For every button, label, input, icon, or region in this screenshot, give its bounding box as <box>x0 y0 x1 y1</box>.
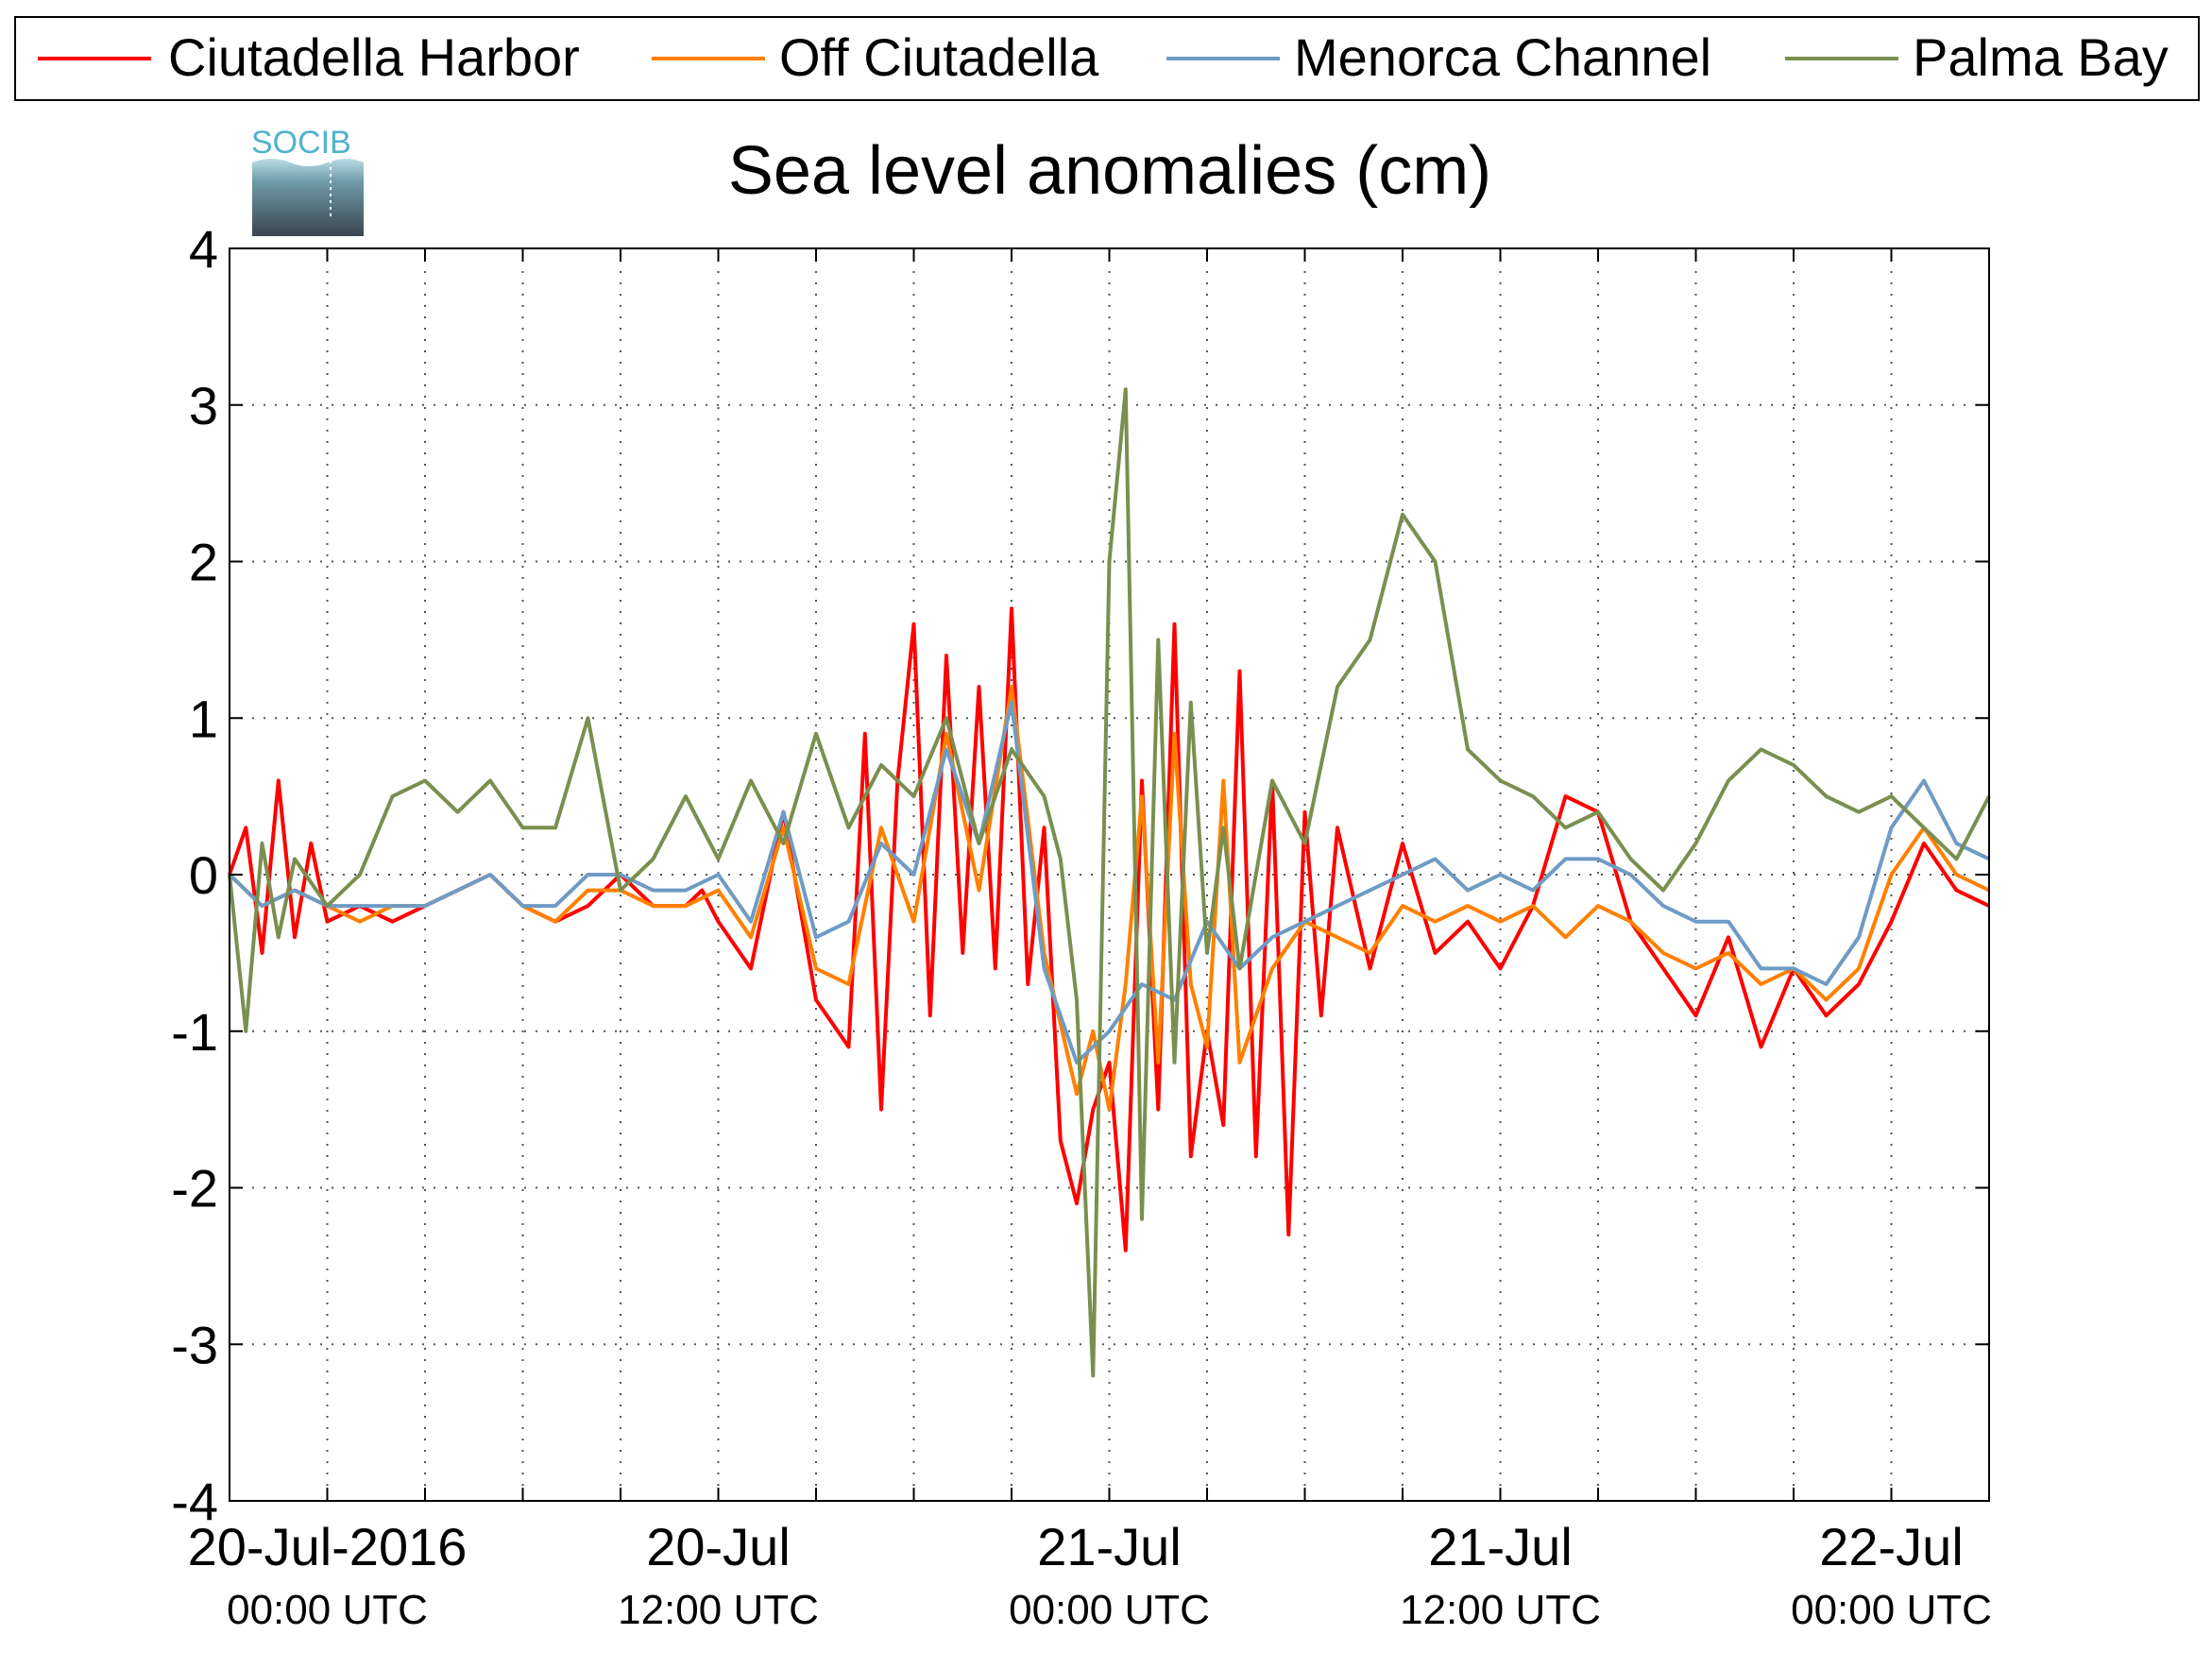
x-tick-label-date: 21-Jul <box>1428 1517 1573 1576</box>
y-tick-label: -1 <box>171 1002 218 1062</box>
y-tick-label: 2 <box>189 533 218 592</box>
x-axis: 20-Jul-2016 00:00 UTC 20-Jul 12:00 UTC 21-Ju… <box>188 248 1992 1633</box>
x-tick-label-time: 00:00 UTC <box>1791 1587 1992 1633</box>
chart-title: Sea level anomalies (cm) <box>728 133 1491 209</box>
y-tick-label: 4 <box>189 219 218 279</box>
x-tick-label-time: 00:00 UTC <box>1009 1587 1210 1633</box>
y-tick-label: -4 <box>171 1472 218 1531</box>
plot-frame <box>229 247 1990 1502</box>
y-tick-label: -3 <box>171 1315 218 1374</box>
x-tick-label-date: 20-Jul-2016 <box>188 1517 468 1576</box>
legend-label-palma-bay: Palma Bay <box>1913 27 2169 87</box>
x-tick-label-date: 21-Jul <box>1037 1517 1182 1576</box>
series-line-menorca-channel <box>228 700 1990 1064</box>
grid <box>230 248 1989 1501</box>
y-axis: 4 3 2 1 0 -1 -2 -3 -4 <box>171 219 1989 1531</box>
legend-label-menorca-channel: Menorca Channel <box>1294 27 1711 87</box>
socib-logo-wave <box>252 159 364 236</box>
x-tick-label-time: 12:00 UTC <box>618 1587 819 1633</box>
socib-logo: SOCIB <box>251 125 364 236</box>
x-tick-label-time: 00:00 UTC <box>227 1587 428 1633</box>
x-tick-label-date: 22-Jul <box>1819 1517 1964 1576</box>
series-line-palma-bay <box>228 387 1991 1378</box>
socib-logo-text: SOCIB <box>251 125 351 161</box>
series-lines <box>228 387 1991 1378</box>
y-tick-label: 1 <box>189 689 218 748</box>
series-line-off-ciutadella <box>228 685 1990 1112</box>
legend-label-ciutadella-harbor: Ciutadella Harbor <box>168 27 580 87</box>
y-tick-label: 0 <box>189 845 218 905</box>
legend-label-off-ciutadella: Off Ciutadella <box>779 27 1099 87</box>
y-tick-label: 3 <box>189 376 218 435</box>
y-tick-label: -2 <box>171 1159 218 1218</box>
x-tick-label-date: 20-Jul <box>646 1517 791 1576</box>
x-tick-label-time: 12:00 UTC <box>1400 1587 1601 1633</box>
